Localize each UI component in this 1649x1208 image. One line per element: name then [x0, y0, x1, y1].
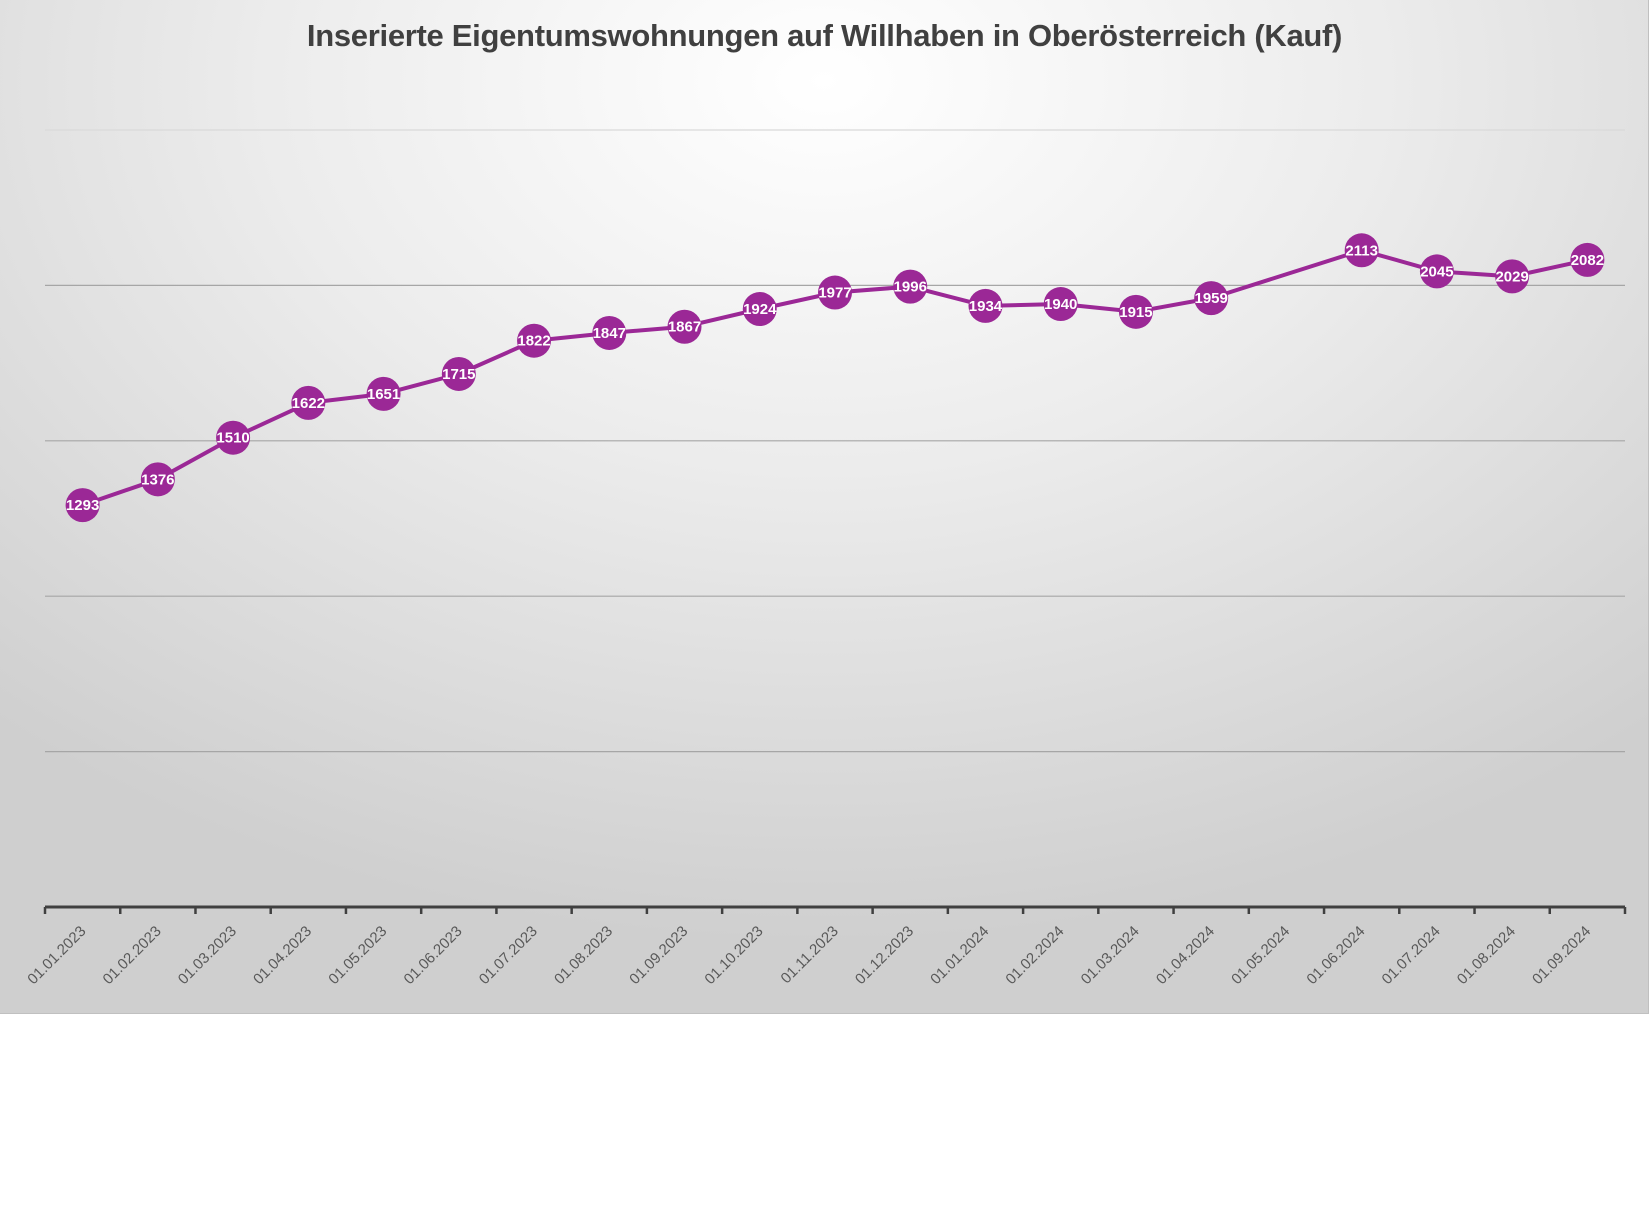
x-tick-label: 01.05.2024 [1228, 923, 1293, 988]
gridlines [45, 129, 1625, 753]
x-tick-label: 01.07.2024 [1379, 923, 1444, 988]
data-label: 1924 [743, 301, 777, 318]
data-point-marker [667, 309, 702, 344]
data-point-marker [65, 488, 100, 523]
data-label: 1376 [141, 471, 174, 488]
data-label: 2029 [1495, 268, 1528, 285]
data-point-marker [1043, 287, 1078, 322]
data-label: 1651 [367, 386, 400, 403]
data-label: 1867 [668, 319, 701, 336]
data-label: 1959 [1195, 290, 1228, 307]
data-point-marker [441, 356, 476, 391]
x-tick-label: 01.01.2023 [24, 923, 89, 988]
data-label: 1915 [1119, 304, 1152, 321]
data-label: 1847 [593, 325, 626, 342]
data-point-marker [1118, 294, 1153, 329]
data-label: 2082 [1571, 252, 1604, 269]
x-tick-label: 01.01.2024 [927, 923, 992, 988]
x-tick-label: 01.02.2024 [1002, 923, 1067, 988]
x-tick-label: 01.12.2023 [852, 923, 917, 988]
data-point-marker [893, 269, 928, 304]
data-label: 1622 [292, 395, 325, 412]
data-label: 1977 [818, 285, 851, 302]
data-point-marker [818, 275, 852, 310]
data-point-marker [1419, 254, 1454, 289]
data-labels: 1293 1376 1510 1622 1651 1715 1822 1847 1867 1924… [66, 242, 1604, 514]
data-point-marker [140, 462, 175, 497]
series [65, 233, 1605, 523]
data-label: 2045 [1420, 263, 1453, 280]
data-label: 1510 [216, 430, 249, 447]
x-tick-label: 01.03.2023 [175, 923, 240, 988]
data-point-marker [1194, 281, 1229, 316]
data-point-marker [1495, 259, 1530, 294]
line-chart: 01.01.2023 01.02.2023 01.03.2023 01.04.2023… [24, 129, 1627, 988]
data-point-marker [1570, 242, 1605, 277]
x-tick-label: 01.08.2023 [551, 923, 616, 988]
chart-area: Inserierte Eigentumswohnungen auf Willha… [0, 0, 1649, 1014]
data-label: 2113 [1345, 242, 1378, 259]
data-point-marker [517, 323, 552, 358]
x-tick-label: 01.06.2024 [1303, 923, 1368, 988]
data-point-marker [742, 292, 777, 327]
data-label: 1822 [517, 333, 550, 350]
x-axis: 01.01.2023 01.02.2023 01.03.2023 01.04.2023… [24, 905, 1627, 988]
x-tick-label: 01.11.2023 [778, 923, 842, 987]
data-point-marker [291, 385, 326, 420]
data-label: 1996 [894, 279, 927, 296]
x-tick-label: 01.04.2024 [1153, 923, 1218, 988]
x-tick-label: 01.09.2023 [626, 923, 691, 988]
x-tick-label: 01.03.2024 [1078, 923, 1143, 988]
x-tick-label: 01.07.2023 [476, 923, 541, 988]
data-label: 1934 [969, 298, 1003, 315]
data-point-marker [366, 376, 401, 411]
data-label: 1715 [442, 366, 475, 383]
x-tick-label: 01.02.2023 [100, 923, 165, 988]
data-point-marker [1344, 233, 1379, 268]
data-point-marker [968, 288, 1003, 323]
x-tick-label: 01.10.2023 [701, 923, 766, 988]
data-label: 1940 [1044, 296, 1077, 313]
x-tick-label: 01.08.2024 [1454, 923, 1519, 988]
x-tick-label: 01.04.2023 [250, 923, 315, 988]
data-label: 1293 [66, 497, 99, 514]
x-tick-label: 01.06.2023 [401, 923, 466, 988]
x-tick-label: 01.09.2024 [1529, 923, 1594, 988]
data-point-marker [592, 315, 627, 350]
data-point-marker [216, 420, 251, 455]
x-tick-label: 01.05.2023 [325, 923, 390, 988]
chart-title: Inserierte Eigentumswohnungen auf Willha… [306, 18, 1343, 53]
